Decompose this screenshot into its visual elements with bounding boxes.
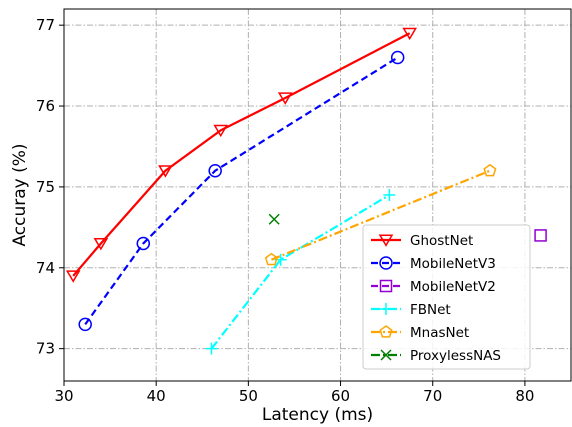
x-tick-label: 60 (331, 387, 350, 405)
legend-box (362, 224, 531, 370)
data-point-marker (78, 317, 92, 332)
legend-label: MobileNetV3 (410, 256, 496, 272)
data-point-marker (208, 163, 222, 178)
data-point-marker (205, 342, 218, 355)
data-point-marker (383, 189, 396, 201)
legend-label: ProxylessNAS (410, 348, 501, 364)
legend-item: GhostNet (371, 233, 473, 249)
legend: GhostNet MobileNetV3 MobileNetV2 FBNet MnasN… (362, 224, 531, 370)
y-tick-label: 77 (36, 16, 55, 34)
series-mnasnet (264, 163, 497, 266)
legend-label: MnasNet (410, 325, 469, 341)
y-tick-label: 73 (36, 340, 55, 358)
data-point-marker (268, 213, 280, 225)
legend-marker (379, 325, 393, 338)
data-point-marker (277, 92, 293, 105)
x-tick-label: 50 (239, 387, 258, 405)
y-axis-label: Accuray (%) (10, 143, 30, 246)
legend-label: FBNet (410, 302, 451, 318)
series-mobilenetv3 (78, 50, 405, 332)
legend-item: ProxylessNAS (371, 348, 501, 364)
x-tick-label: 30 (54, 387, 73, 405)
data-point-marker (158, 165, 173, 178)
x-axis-label: Latency (ms) (262, 405, 373, 425)
data-point-marker (534, 229, 547, 242)
series-fbnet (205, 189, 396, 355)
x-tick-label: 40 (147, 387, 166, 405)
series-line (270, 169, 491, 261)
y-tick-label: 76 (36, 97, 55, 115)
series-line (210, 194, 390, 350)
axis-ticks: 30 40 50 60 70 80 73 74 75 76 77 (36, 16, 535, 405)
data-point-marker (264, 252, 279, 266)
legend-item: MobileNetV2 (371, 279, 496, 295)
series-mobilenetv2 (534, 229, 547, 242)
legend-marker (379, 279, 393, 293)
series-proxylessnas (268, 213, 280, 225)
y-tick-label: 74 (36, 259, 55, 277)
legend-marker (380, 349, 392, 361)
legend-item: FBNet (371, 302, 451, 318)
data-point-marker (402, 27, 417, 41)
legend-marker (378, 234, 394, 247)
series-layer (65, 27, 547, 355)
data-point-marker (136, 236, 151, 251)
plot-frame (63, 8, 572, 382)
data-point-marker (390, 50, 405, 65)
data-point-marker (483, 163, 497, 177)
legend-label: GhostNet (410, 233, 473, 249)
y-tick-label: 75 (36, 178, 55, 196)
legend-item: MnasNet (371, 325, 469, 341)
data-point-marker (93, 237, 109, 251)
legend-marker (379, 256, 393, 270)
x-tick-label: 80 (515, 387, 534, 405)
x-tick-label: 70 (423, 387, 442, 405)
data-point-marker (213, 124, 229, 138)
legend-item: MobileNetV3 (371, 256, 496, 272)
series-line (72, 32, 411, 277)
legend-marker (380, 303, 392, 315)
data-point-marker (65, 270, 81, 283)
series-line (84, 56, 399, 326)
series-ghostnet (65, 27, 417, 283)
legend-label: MobileNetV2 (410, 279, 496, 295)
